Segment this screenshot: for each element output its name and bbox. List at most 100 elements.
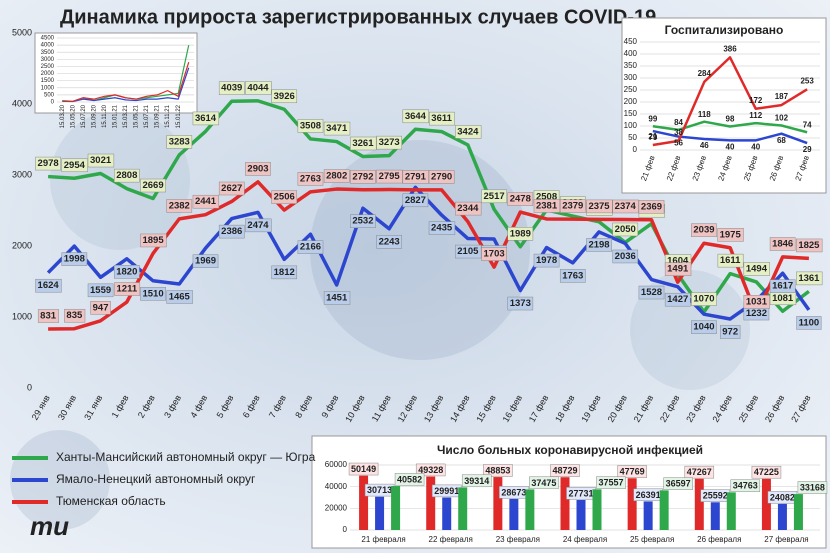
data-label: 1427	[667, 294, 688, 305]
data-label-box	[455, 125, 482, 139]
data-label-box	[796, 271, 823, 286]
data-label: 37557	[598, 478, 623, 488]
y-tick-label: 4500	[41, 36, 55, 42]
bar-title: Число больных коронавирусной инфекцией	[437, 443, 703, 457]
data-label-box	[664, 292, 691, 307]
data-label: 2386	[221, 226, 242, 237]
data-label: 56	[674, 139, 683, 148]
data-label-box	[297, 119, 324, 133]
data-label: 1494	[746, 263, 768, 274]
data-label: 46	[700, 141, 709, 150]
data-label: 1825	[798, 240, 820, 251]
data-label: 2039	[693, 225, 714, 236]
data-label-box	[87, 283, 114, 298]
y-tick-label: 0	[633, 145, 638, 154]
hospital-frame	[621, 17, 827, 194]
bar	[710, 502, 720, 530]
x-tick-label: 15.03.21	[123, 104, 129, 128]
data-label: 2954	[64, 160, 86, 171]
bar	[726, 492, 736, 530]
data-label: 33168	[800, 482, 825, 492]
data-label: 187	[775, 92, 789, 101]
data-label-box	[37, 309, 60, 323]
data-label: 2243	[379, 236, 400, 247]
bar	[509, 498, 519, 530]
data-label-box	[192, 254, 219, 268]
series-line	[652, 129, 808, 145]
series-line	[62, 67, 190, 103]
y-tick-label: 1000	[12, 311, 32, 321]
y-tick-label: 0	[51, 100, 55, 106]
data-label-box	[350, 170, 376, 184]
data-label: 3644	[405, 111, 427, 122]
data-label: 253	[800, 76, 814, 85]
data-label: 24082	[770, 492, 795, 502]
data-label-box	[533, 253, 560, 268]
data-label: 2795	[379, 171, 401, 182]
data-label-box	[428, 170, 455, 184]
data-label-box	[218, 81, 245, 95]
bar	[761, 478, 771, 530]
x-tick-label: 15.07.20	[81, 104, 87, 128]
data-label: 28673	[501, 487, 526, 497]
data-label: 2508	[536, 191, 557, 202]
data-label: 1040	[693, 322, 714, 333]
bar	[659, 490, 669, 530]
data-label: 3273	[379, 137, 400, 148]
data-label: 36597	[666, 479, 691, 489]
data-label-box	[612, 249, 639, 264]
data-label: 112	[749, 111, 762, 120]
data-label-box	[455, 244, 482, 259]
bar	[694, 478, 704, 530]
x-tick-label: 15.05.20	[70, 104, 76, 128]
data-label-box	[550, 464, 580, 477]
x-tick-label: 26 февраля	[697, 535, 741, 544]
series-line	[62, 62, 190, 102]
bar	[793, 494, 803, 530]
data-label-box	[140, 178, 166, 193]
bar	[426, 476, 436, 530]
data-label: 1617	[772, 281, 793, 292]
y-tick-label: 40000	[325, 482, 348, 491]
data-label: 26391	[636, 490, 661, 500]
data-label-box	[245, 162, 271, 176]
bar	[777, 503, 787, 530]
bar	[627, 478, 637, 530]
data-label-box	[684, 465, 715, 479]
data-label-box	[717, 228, 744, 242]
bar	[525, 489, 535, 530]
data-label: 1528	[641, 287, 662, 298]
data-label: 1559	[90, 285, 111, 296]
data-label-box	[271, 190, 298, 204]
y-tick-label: 2000	[41, 71, 55, 77]
data-label: 2036	[615, 251, 636, 262]
data-label: 1465	[169, 292, 191, 303]
data-label-box	[691, 320, 717, 334]
data-label-box	[350, 136, 377, 151]
data-label-box	[483, 464, 513, 477]
data-label: 3021	[90, 155, 112, 166]
data-label: 50149	[351, 464, 376, 474]
data-label-box	[245, 218, 272, 233]
x-tick-label: 15.01.21	[113, 104, 119, 128]
data-label: 49328	[418, 465, 443, 475]
y-tick-label: 60000	[325, 460, 348, 469]
data-label: 1763	[562, 270, 583, 281]
data-label-box	[245, 81, 272, 95]
data-label-box	[166, 199, 193, 213]
bar	[375, 496, 385, 530]
data-label: 1975	[720, 229, 742, 240]
data-label-box	[113, 168, 140, 183]
data-label-box	[533, 199, 561, 213]
bar	[592, 489, 602, 530]
data-label: 386	[723, 44, 737, 53]
y-tick-label: 450	[624, 37, 638, 46]
data-label: 1998	[64, 254, 85, 265]
legend-label: Ханты-Мансийский автономный округ — Югра	[56, 450, 316, 464]
data-label: 1820	[116, 266, 137, 277]
y-tick-label: 250	[624, 85, 638, 94]
data-label: 947	[93, 302, 109, 313]
data-label: 2198	[588, 239, 609, 250]
data-label-box	[612, 222, 639, 237]
